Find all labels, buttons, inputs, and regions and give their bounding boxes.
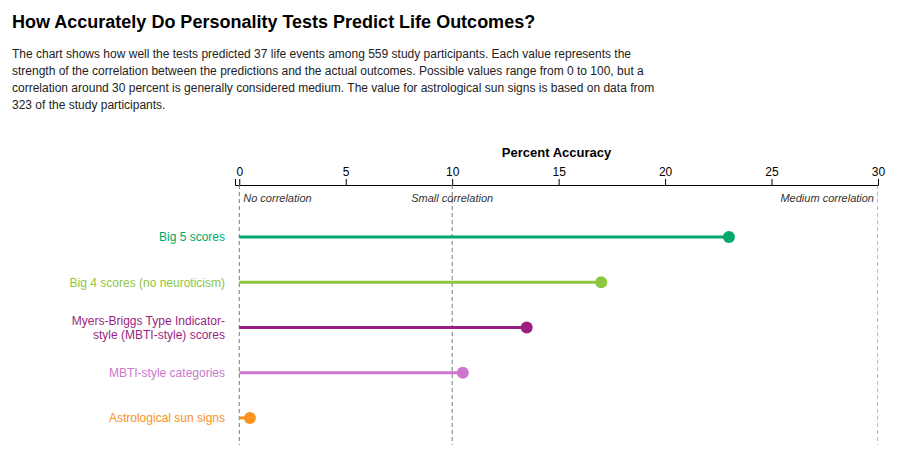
category-label: Myers-Briggs Type Indicator-style (MBTI-… — [72, 314, 225, 342]
lollipop-dot — [521, 322, 533, 334]
lollipop-stem — [239, 326, 526, 329]
x-tick: 15 — [552, 165, 566, 185]
x-tick-label: 15 — [552, 165, 566, 179]
lollipop-stem — [239, 281, 601, 284]
x-tick-mark — [559, 179, 560, 185]
annotation: Small correlation — [411, 192, 493, 204]
x-tick-mark — [452, 179, 453, 185]
x-tick-label: 5 — [343, 165, 350, 179]
x-tick-mark — [346, 179, 347, 185]
x-tick-mark — [772, 179, 773, 185]
x-tick-label: 20 — [659, 165, 673, 179]
category-label: Big 5 scores — [159, 230, 225, 244]
x-tick: 0 — [236, 165, 243, 185]
x-tick: 20 — [659, 165, 673, 185]
reference-line — [452, 185, 453, 445]
x-axis-label: Percent Accuracy — [502, 145, 612, 160]
category-label: Astrological sun signs — [109, 411, 225, 425]
x-tick-label: 30 — [872, 165, 886, 179]
annotation: No correlation — [243, 192, 311, 204]
category-label-line: Myers-Briggs Type Indicator- — [72, 314, 225, 328]
category-label-line: MBTI-style categories — [109, 366, 225, 380]
x-tick-mark — [878, 179, 879, 185]
subtitle: strength of the correlation between the … — [12, 64, 644, 78]
title: How Accurately Do Personality Tests Pred… — [12, 12, 535, 32]
category-label-line: Astrological sun signs — [109, 411, 225, 425]
reference-line — [878, 185, 879, 445]
x-tick-mark — [239, 179, 240, 185]
lollipop-stem — [239, 236, 729, 239]
x-tick: 25 — [765, 165, 779, 185]
x-axis-line — [236, 179, 879, 186]
category-label-line: style (MBTI-style) scores — [93, 328, 225, 342]
lollipop-dot — [457, 367, 469, 379]
lollipop-dot — [723, 231, 735, 243]
lollipop-dot — [244, 412, 256, 424]
subtitle: correlation around 30 percent is general… — [12, 81, 654, 95]
category-label-line: Big 4 scores (no neuroticism) — [70, 276, 225, 290]
x-tick-mark — [665, 179, 666, 185]
subtitle: 323 of the study participants. — [12, 98, 165, 112]
x-tick-label: 0 — [236, 165, 243, 179]
annotation: Medium correlation — [780, 192, 874, 204]
x-tick-label: 10 — [446, 165, 460, 179]
category-label: MBTI-style categories — [109, 366, 225, 380]
category-label-line: Big 5 scores — [159, 230, 225, 244]
x-axis: 0 5 10 15 20 25 30 — [236, 165, 886, 186]
x-tick: 5 — [343, 165, 350, 185]
chart: How Accurately Do Personality Tests Pred… — [0, 0, 900, 457]
lollipop-dot — [595, 276, 607, 288]
plot-area — [239, 185, 878, 445]
x-tick-label: 25 — [765, 165, 779, 179]
x-tick: 10 — [446, 165, 460, 185]
lollipop-stem — [239, 371, 463, 374]
reference-line — [239, 185, 240, 445]
x-tick: 30 — [872, 165, 886, 185]
subtitle: The chart shows how well the tests predi… — [12, 47, 631, 61]
category-label: Big 4 scores (no neuroticism) — [70, 276, 225, 290]
